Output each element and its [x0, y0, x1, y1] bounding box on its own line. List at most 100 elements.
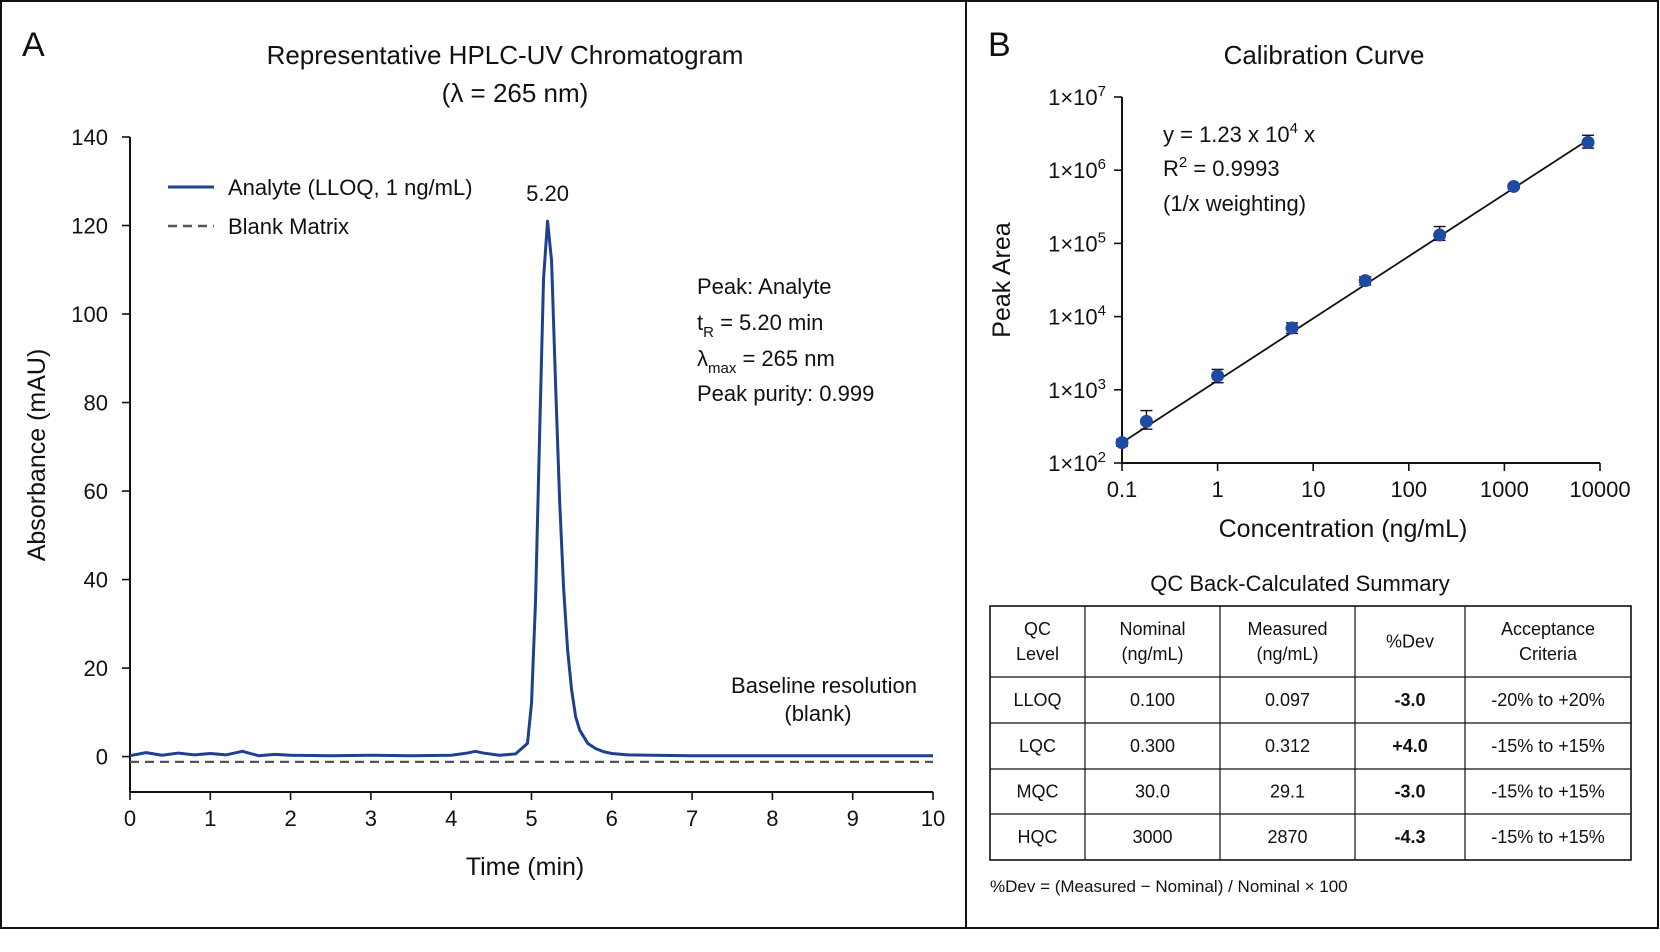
x-tick-label: 1 — [204, 806, 216, 831]
x-tick-label: 1 — [1211, 477, 1223, 502]
calibration-point — [1115, 436, 1129, 450]
calibration-point — [1507, 179, 1521, 193]
x-tick-label: 4 — [445, 806, 457, 831]
calibration-y-label: Peak Area — [988, 222, 1016, 337]
qc-header-cell: %Dev — [1386, 632, 1434, 652]
y-tick-label: 1×104 — [1048, 303, 1106, 330]
x-tick-label: 0.1 — [1107, 477, 1138, 502]
qc-cell: HQC — [1018, 827, 1058, 847]
calibration-r2: R2 = 0.9993 — [1163, 154, 1280, 181]
panel-a-letter: A — [22, 26, 45, 64]
calibration-weighting: (1/x weighting) — [1163, 191, 1306, 216]
y-tick-label: 100 — [71, 302, 108, 327]
calibration-point — [1139, 414, 1153, 428]
qc-header-cell: Acceptance — [1501, 619, 1595, 639]
qc-cell: -15% to +15% — [1491, 782, 1605, 802]
panel-b-border — [965, 0, 1659, 929]
y-tick-label: 1×105 — [1048, 229, 1106, 256]
x-tick-label: 10 — [1301, 477, 1325, 502]
qc-cell: LLOQ — [1013, 690, 1061, 710]
qc-header-cell: (ng/mL) — [1121, 644, 1183, 664]
y-tick-label: 0 — [96, 745, 108, 770]
x-tick-label: 5 — [525, 806, 537, 831]
calibration-equation-block: y = 1.23 x 104 x R2 = 0.9993 (1/x weight… — [1163, 120, 1315, 216]
y-tick-label: 40 — [84, 568, 108, 593]
qc-cell: LQC — [1019, 736, 1056, 756]
y-tick-label: 1×106 — [1048, 156, 1106, 183]
legend-blank-label: Blank Matrix — [228, 214, 349, 239]
x-tick-label: 9 — [847, 806, 859, 831]
y-tick-label: 80 — [84, 391, 108, 416]
calibration-title: Calibration Curve — [1224, 40, 1425, 70]
calibration-series — [1115, 134, 1595, 450]
peak-info-block: Peak: Analyte tR = 5.20 min λmax = 265 n… — [697, 274, 874, 406]
baseline-note-line1: Baseline resolution — [731, 673, 917, 698]
x-tick-label: 0 — [124, 806, 136, 831]
qc-dev-cell: -4.3 — [1394, 827, 1425, 847]
chromatogram-title: Representative HPLC-UV Chromatogram — [267, 40, 744, 70]
x-tick-label: 10 — [921, 806, 945, 831]
calibration-axes — [1121, 97, 1600, 464]
calibration-point — [1358, 274, 1372, 288]
y-tick-label: 1×103 — [1048, 376, 1106, 403]
x-tick-label: 7 — [686, 806, 698, 831]
panel-a-border — [0, 0, 967, 929]
calibration-equation: y = 1.23 x 104 x — [1163, 120, 1315, 147]
peak-info-retention: tR = 5.20 min — [697, 310, 823, 341]
qc-cell: 29.1 — [1270, 782, 1305, 802]
qc-header-cell: Measured — [1247, 619, 1327, 639]
analyte-trace — [129, 219, 933, 758]
qc-footnote: %Dev = (Measured − Nominal) / Nominal × … — [990, 877, 1348, 896]
calibration-ticks: 0.1 1 10 100 1000 10000 1×102 1×103 1×104 1×105 1×… — [1048, 83, 1631, 502]
calibration-x-label: Concentration (ng/mL) — [1219, 515, 1468, 543]
chromatogram-x-label: Time (min) — [466, 853, 585, 881]
qc-header-cell: Level — [1016, 644, 1059, 664]
qc-header-cell: Criteria — [1519, 644, 1578, 664]
y-tick-label: 140 — [71, 125, 108, 150]
chromatogram-subtitle: (λ = 265 nm) — [442, 78, 589, 108]
qc-table: QC Level Nominal (ng/mL) Measured (ng/mL) %Dev… — [989, 605, 1632, 861]
qc-dev-cell: -3.0 — [1394, 782, 1425, 802]
y-tick-label: 120 — [71, 214, 108, 239]
x-tick-label: 6 — [606, 806, 618, 831]
qc-dev-cell: +4.0 — [1392, 736, 1428, 756]
chromatogram-y-label: Absorbance (mAU) — [23, 349, 51, 562]
qc-cell: 30.0 — [1135, 782, 1170, 802]
y-tick-label: 60 — [84, 479, 108, 504]
calibration-point — [1433, 228, 1447, 242]
y-tick-label: 1×107 — [1048, 83, 1106, 110]
legend-analyte-label: Analyte (LLOQ, 1 ng/mL) — [228, 175, 473, 200]
peak-info-name: Peak: Analyte — [697, 274, 832, 299]
qc-table-title: QC Back-Calculated Summary — [1150, 571, 1450, 596]
chromatogram-series — [129, 219, 933, 764]
y-tick-label: 20 — [84, 656, 108, 681]
qc-cell: 3000 — [1132, 827, 1172, 847]
qc-header-cell: (ng/mL) — [1256, 644, 1318, 664]
qc-cell: 0.300 — [1130, 736, 1175, 756]
qc-cell: 0.097 — [1265, 690, 1310, 710]
x-tick-label: 8 — [766, 806, 778, 831]
qc-dev-cell: -3.0 — [1394, 690, 1425, 710]
baseline-note-line2: (blank) — [784, 701, 851, 726]
qc-cell: MQC — [1017, 782, 1059, 802]
calibration-point — [1581, 135, 1595, 149]
y-tick-label: 1×102 — [1048, 449, 1106, 476]
qc-header-cell: Nominal — [1119, 619, 1185, 639]
peak-info-lambda-max: λmax = 265 nm — [697, 346, 835, 377]
panel-b-letter: B — [988, 26, 1011, 64]
calibration-point — [1285, 321, 1299, 335]
qc-cell: 0.312 — [1265, 736, 1310, 756]
x-tick-label: 10000 — [1569, 477, 1630, 502]
x-tick-label: 1000 — [1480, 477, 1529, 502]
peak-info-purity: Peak purity: 0.999 — [697, 381, 874, 406]
x-tick-label: 3 — [365, 806, 377, 831]
chromatogram-legend: Analyte (LLOQ, 1 ng/mL) Blank Matrix — [168, 175, 473, 239]
x-tick-label: 100 — [1390, 477, 1427, 502]
x-tick-label: 2 — [284, 806, 296, 831]
qc-cell: 0.100 — [1130, 690, 1175, 710]
qc-cell: -15% to +15% — [1491, 827, 1605, 847]
qc-cell: -15% to +15% — [1491, 736, 1605, 756]
